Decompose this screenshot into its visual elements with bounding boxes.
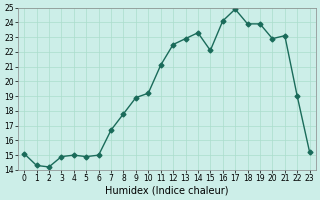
X-axis label: Humidex (Indice chaleur): Humidex (Indice chaleur)	[105, 186, 229, 196]
